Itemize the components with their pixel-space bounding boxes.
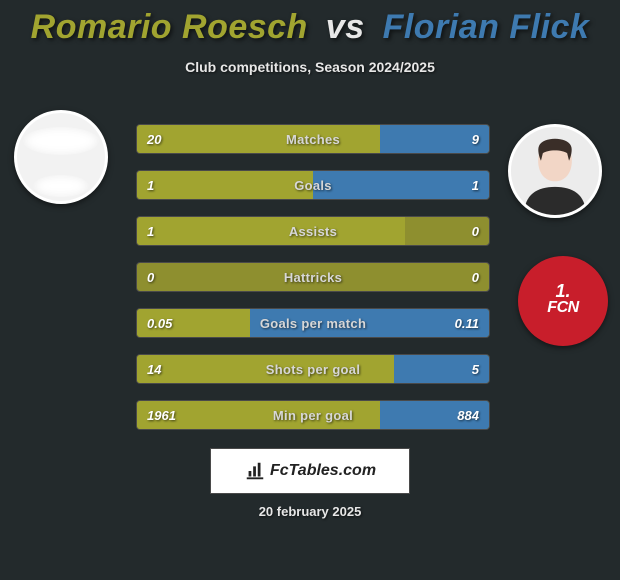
stat-label: Matches [137, 125, 489, 153]
stat-label: Hattricks [137, 263, 489, 291]
stat-row: Goals per match0.05 0.11 [136, 308, 490, 338]
stat-value-player1: 0.05 [147, 309, 172, 337]
player2-club-badge: 1. FCN [518, 256, 608, 346]
stat-row: Matches20 9 [136, 124, 490, 154]
avatar-placeholder-icon [23, 127, 99, 155]
date-label: 20 february 2025 [0, 504, 620, 519]
stat-value-player2: 0 [472, 263, 479, 291]
player2-name: Florian Flick [383, 8, 590, 46]
stat-value-player1: 0 [147, 263, 154, 291]
stat-value-player2: 884 [457, 401, 479, 429]
stat-label: Min per goal [137, 401, 489, 429]
player1-avatar-container [6, 110, 116, 204]
player2-avatar [508, 124, 602, 218]
chart-icon [244, 460, 266, 482]
person-silhouette-icon [511, 127, 599, 215]
stat-row: Hattricks0 0 [136, 262, 490, 292]
brand-box[interactable]: FcTables.com [210, 448, 410, 494]
avatar-placeholder-icon [33, 175, 89, 197]
player2-avatar-container [500, 124, 610, 218]
stat-label: Shots per goal [137, 355, 489, 383]
stat-value-player1: 1961 [147, 401, 176, 429]
player1-name: Romario Roesch [31, 8, 308, 46]
stat-row: Shots per goal14 5 [136, 354, 490, 384]
brand-text: FcTables.com [270, 462, 376, 480]
stat-label: Goals [137, 171, 489, 199]
stat-value-player1: 14 [147, 355, 161, 383]
stat-value-player1: 1 [147, 217, 154, 245]
stat-value-player2: 1 [472, 171, 479, 199]
stat-value-player2: 9 [472, 125, 479, 153]
club-badge-line2: FCN [547, 300, 578, 316]
vs-label: vs [326, 8, 365, 46]
stat-label: Assists [137, 217, 489, 245]
stat-row: Assists1 0 [136, 216, 490, 246]
stat-value-player2: 5 [472, 355, 479, 383]
stat-value-player1: 1 [147, 171, 154, 199]
stat-value-player1: 20 [147, 125, 161, 153]
stat-row: Goals1 1 [136, 170, 490, 200]
stat-value-player2: 0 [472, 217, 479, 245]
subtitle: Club competitions, Season 2024/2025 [0, 59, 620, 75]
comparison-title: Romario Roesch vs Florian Flick [0, 0, 620, 47]
stat-row: Min per goal1961 884 [136, 400, 490, 430]
stat-label: Goals per match [137, 309, 489, 337]
club-badge-line1: 1. [547, 282, 578, 300]
player1-avatar [14, 110, 108, 204]
stat-value-player2: 0.11 [455, 309, 479, 337]
stats-bars: Matches209Goals11Assists10Hattricks00Goa… [136, 124, 490, 446]
